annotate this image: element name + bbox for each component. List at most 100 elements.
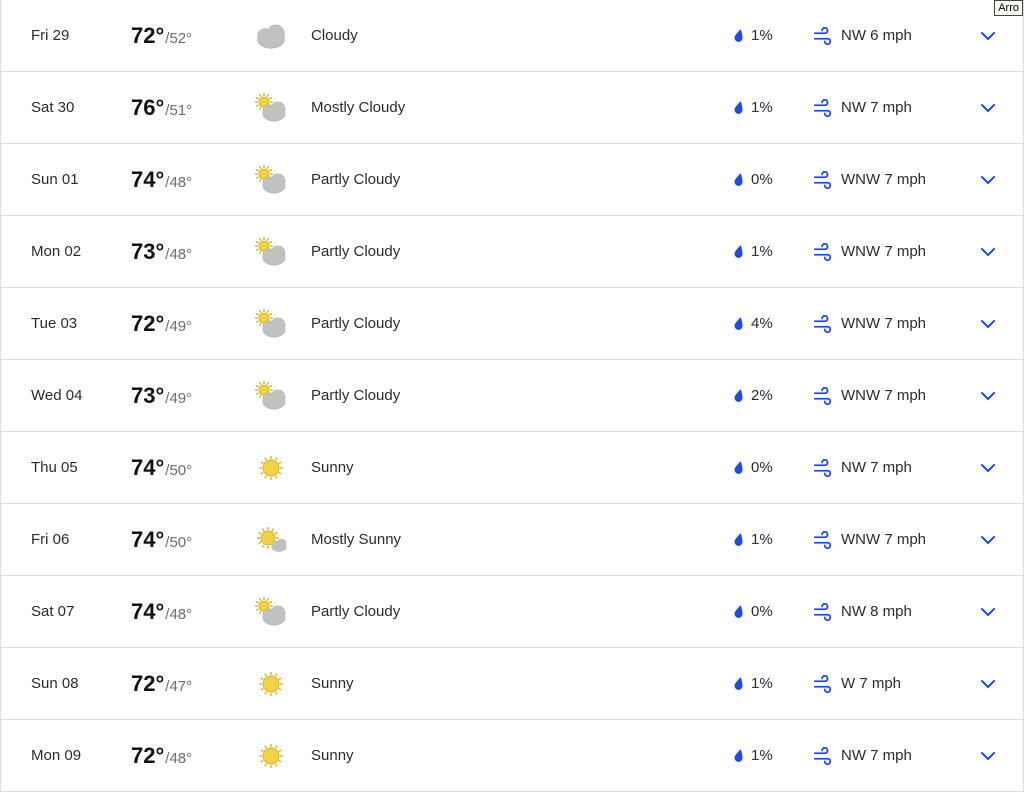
forecast-row[interactable]: Mon 09 72° /48° Sunny 1% NW 7 mph <box>1 720 1023 792</box>
temp-high: 73° <box>131 239 164 265</box>
expand-button[interactable] <box>973 103 1003 113</box>
temperature: 72° /47° <box>131 671 251 697</box>
temperature: 74° /50° <box>131 455 251 481</box>
raindrop-icon <box>733 676 751 692</box>
temperature: 73° /49° <box>131 383 251 409</box>
precip-value: 1% <box>751 747 773 764</box>
day-label: Sun 08 <box>31 675 131 692</box>
wind-value: WNW 7 mph <box>841 387 926 404</box>
temp-low: /48° <box>165 174 192 191</box>
precip-value: 1% <box>751 675 773 692</box>
precip-value: 1% <box>751 531 773 548</box>
precipitation: 1% <box>733 747 813 764</box>
precipitation: 0% <box>733 603 813 620</box>
wind-icon <box>813 387 841 405</box>
condition-label: Partly Cloudy <box>311 243 733 260</box>
day-label: Thu 05 <box>31 459 131 476</box>
temp-high: 74° <box>131 527 164 553</box>
weather-icon <box>251 163 311 197</box>
forecast-row[interactable]: Fri 29 72° /52° Cloudy 1% NW 6 mph Arro <box>1 0 1023 72</box>
forecast-row[interactable]: Sat 30 76° /51° Mostly Cloudy 1% NW 7 mp… <box>1 72 1023 144</box>
temperature: 74° /50° <box>131 527 251 553</box>
condition-label: Partly Cloudy <box>311 603 733 620</box>
raindrop-icon <box>733 244 751 260</box>
wind-icon <box>813 315 841 333</box>
precipitation: 1% <box>733 99 813 116</box>
forecast-row[interactable]: Mon 02 73° /48° Partly Cloudy 1% WNW 7 m… <box>1 216 1023 288</box>
wind: NW 7 mph <box>813 99 973 117</box>
wind-value: WNW 7 mph <box>841 531 926 548</box>
temp-low: /50° <box>165 534 192 551</box>
wind: NW 7 mph <box>813 747 973 765</box>
wind: WNW 7 mph <box>813 171 973 189</box>
wind-icon <box>813 99 841 117</box>
raindrop-icon <box>733 316 751 332</box>
raindrop-icon <box>733 100 751 116</box>
chevron-down-icon <box>980 463 996 473</box>
weather-icon <box>251 235 311 269</box>
temp-high: 72° <box>131 311 164 337</box>
expand-button[interactable] <box>973 463 1003 473</box>
day-label: Tue 03 <box>31 315 131 332</box>
forecast-row[interactable]: Thu 05 74° /50° Sunny 0% NW 7 mph <box>1 432 1023 504</box>
forecast-row[interactable]: Fri 06 74° /50° Mostly Sunny 1% WNW 7 mp… <box>1 504 1023 576</box>
precip-value: 1% <box>751 243 773 260</box>
condition-label: Partly Cloudy <box>311 315 733 332</box>
forecast-row[interactable]: Sat 07 74° /48° Partly Cloudy 0% NW 8 mp… <box>1 576 1023 648</box>
temperature: 74° /48° <box>131 599 251 625</box>
expand-button[interactable] <box>973 391 1003 401</box>
expand-button[interactable] <box>973 319 1003 329</box>
temp-low: /48° <box>165 246 192 263</box>
day-label: Fri 29 <box>31 27 131 44</box>
wind-icon <box>813 27 841 45</box>
weather-icon <box>251 667 311 701</box>
wind-icon <box>813 531 841 549</box>
temp-low: /49° <box>165 390 192 407</box>
expand-button[interactable] <box>973 751 1003 761</box>
precip-value: 4% <box>751 315 773 332</box>
condition-label: Mostly Sunny <box>311 531 733 548</box>
wind: NW 6 mph <box>813 27 973 45</box>
expand-button[interactable] <box>973 31 1003 41</box>
precip-value: 2% <box>751 387 773 404</box>
weather-icon <box>251 595 311 629</box>
temperature: 72° /49° <box>131 311 251 337</box>
precipitation: 1% <box>733 675 813 692</box>
wind-value: WNW 7 mph <box>841 315 926 332</box>
temp-high: 72° <box>131 23 164 49</box>
expand-button[interactable] <box>973 607 1003 617</box>
forecast-list: Fri 29 72° /52° Cloudy 1% NW 6 mph Arro <box>0 0 1024 792</box>
temp-low: /51° <box>165 102 192 119</box>
condition-label: Sunny <box>311 747 733 764</box>
forecast-row[interactable]: Wed 04 73° /49° Partly Cloudy 2% WNW 7 m… <box>1 360 1023 432</box>
chevron-down-icon <box>980 175 996 185</box>
tooltip-fragment: Arro <box>994 0 1023 16</box>
expand-button[interactable] <box>973 175 1003 185</box>
forecast-row[interactable]: Sun 01 74° /48° Partly Cloudy 0% WNW 7 m… <box>1 144 1023 216</box>
temp-low: /48° <box>165 750 192 767</box>
temp-high: 76° <box>131 95 164 121</box>
temp-low: /48° <box>165 606 192 623</box>
temp-high: 72° <box>131 743 164 769</box>
temp-high: 73° <box>131 383 164 409</box>
precipitation: 1% <box>733 27 813 44</box>
temp-low: /50° <box>165 462 192 479</box>
wind-icon <box>813 675 841 693</box>
condition-label: Mostly Cloudy <box>311 99 733 116</box>
precipitation: 1% <box>733 531 813 548</box>
expand-button[interactable] <box>973 679 1003 689</box>
day-label: Sat 07 <box>31 603 131 620</box>
day-label: Mon 02 <box>31 243 131 260</box>
expand-button[interactable] <box>973 535 1003 545</box>
precipitation: 2% <box>733 387 813 404</box>
temp-low: /52° <box>165 30 192 47</box>
forecast-row[interactable]: Tue 03 72° /49° Partly Cloudy 4% WNW 7 m… <box>1 288 1023 360</box>
temperature: 73° /48° <box>131 239 251 265</box>
wind: NW 7 mph <box>813 459 973 477</box>
day-label: Sat 30 <box>31 99 131 116</box>
forecast-row[interactable]: Sun 08 72° /47° Sunny 1% W 7 mph <box>1 648 1023 720</box>
expand-button[interactable] <box>973 247 1003 257</box>
wind: NW 8 mph <box>813 603 973 621</box>
chevron-down-icon <box>980 319 996 329</box>
precip-value: 0% <box>751 459 773 476</box>
